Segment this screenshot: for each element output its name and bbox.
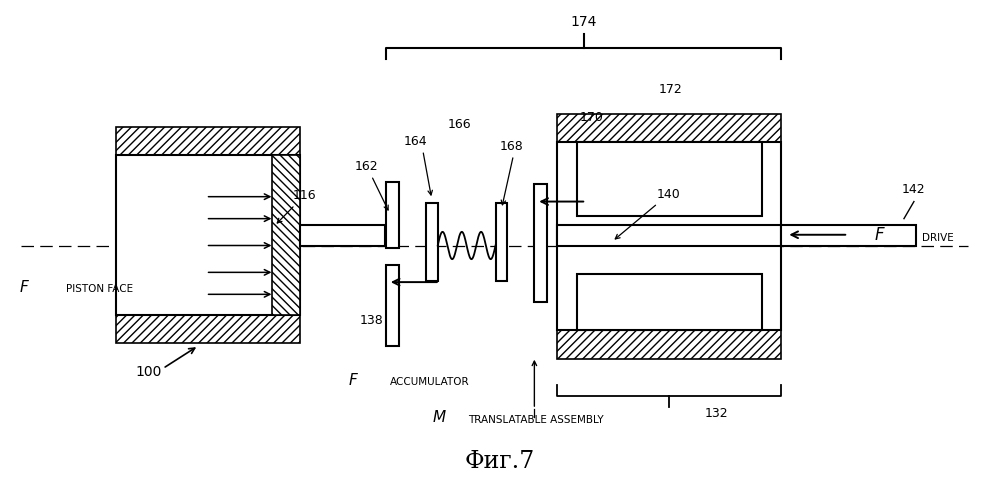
Bar <box>386 265 399 346</box>
Bar <box>557 225 781 246</box>
Bar <box>557 114 781 142</box>
Text: 116: 116 <box>278 189 316 223</box>
Text: 170: 170 <box>579 111 603 124</box>
Bar <box>273 155 301 315</box>
Text: 140: 140 <box>615 188 680 239</box>
Text: 132: 132 <box>705 408 728 420</box>
Bar <box>557 330 781 359</box>
Text: $F$: $F$ <box>348 372 359 388</box>
Text: ACCUMULATOR: ACCUMULATOR <box>390 377 470 387</box>
Text: Фиг.7: Фиг.7 <box>465 450 534 472</box>
Bar <box>577 274 761 330</box>
Text: $F$: $F$ <box>19 279 30 295</box>
Bar <box>116 127 301 155</box>
Bar <box>577 142 761 216</box>
Text: 164: 164 <box>404 136 428 148</box>
Text: TRANSLATABLE ASSEMBLY: TRANSLATABLE ASSEMBLY <box>468 415 603 425</box>
Bar <box>534 185 547 301</box>
Text: DRIVE: DRIVE <box>922 233 954 243</box>
Bar <box>426 202 438 281</box>
Text: 100: 100 <box>136 365 162 380</box>
Text: 162: 162 <box>355 160 389 210</box>
Text: 138: 138 <box>360 314 384 327</box>
Text: 166: 166 <box>448 118 472 131</box>
Text: 174: 174 <box>570 15 596 29</box>
Bar <box>386 182 399 248</box>
Text: 172: 172 <box>659 83 682 96</box>
Text: 142: 142 <box>902 183 926 196</box>
Bar <box>301 225 385 246</box>
Bar <box>116 315 301 343</box>
Text: PISTON FACE: PISTON FACE <box>66 284 133 295</box>
Bar <box>496 202 507 281</box>
Bar <box>116 155 301 315</box>
Text: $M$: $M$ <box>432 409 447 425</box>
Text: 168: 168 <box>500 140 523 153</box>
Bar <box>781 225 916 246</box>
Bar <box>557 142 781 330</box>
Text: $F$: $F$ <box>874 226 886 244</box>
